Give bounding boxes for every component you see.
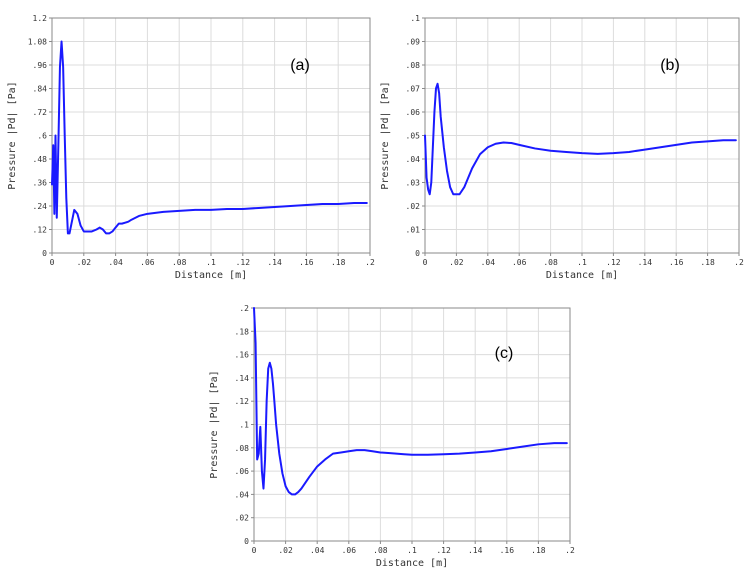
x-tick-label: .16 <box>500 546 515 555</box>
x-tick-label: .08 <box>543 258 558 267</box>
x-tick-label: 0 <box>252 546 257 555</box>
x-tick-label: .06 <box>342 546 357 555</box>
x-tick-label: 0 <box>50 258 55 267</box>
x-tick-label: .1 <box>407 546 417 555</box>
y-tick-label: 0 <box>42 249 47 258</box>
series-line <box>51 40 368 235</box>
y-tick-label: .36 <box>33 179 48 188</box>
y-tick-label: .84 <box>33 85 48 94</box>
x-axis-label: Distance [m] <box>175 270 247 281</box>
panel-label: (b) <box>660 57 680 74</box>
y-tick-label: .06 <box>235 467 250 476</box>
y-tick-label: .03 <box>406 179 421 188</box>
y-tick-label: .08 <box>406 61 421 70</box>
y-tick-label: .72 <box>33 108 48 117</box>
x-axis-label: Distance [m] <box>546 270 618 281</box>
chart-panel-a: 0 .02 .04 .06 .08 .1 .12 .14 .16 .18 .2 0 .12 .24 .36.… <box>7 14 375 281</box>
x-tick-label: .16 <box>299 258 314 267</box>
x-tick-label: .06 <box>140 258 155 267</box>
x-tick-label: .04 <box>481 258 496 267</box>
y-tick-label: .08 <box>235 444 250 453</box>
y-tick-label: .1 <box>239 421 249 430</box>
x-tick-label: .04 <box>108 258 123 267</box>
y-tick-label: .01 <box>406 226 421 235</box>
y-tick-label: .16 <box>235 351 250 360</box>
y-axis-label: Pressure |Pd| [Pa] <box>380 81 391 189</box>
x-tick-label: .02 <box>77 258 92 267</box>
x-tick-label: .12 <box>236 258 251 267</box>
y-tick-label: .1 <box>410 14 420 23</box>
x-tick-label: .14 <box>468 546 483 555</box>
y-tick-label: .07 <box>406 85 421 94</box>
y-tick-label: 0 <box>415 249 420 258</box>
x-tick-label: .16 <box>669 258 684 267</box>
panel-label: (c) <box>495 345 514 362</box>
y-tick-label: .24 <box>33 202 48 211</box>
y-tick-label: 1.2 <box>33 14 48 23</box>
x-tick-label: .12 <box>436 546 451 555</box>
x-tick-label: .1 <box>577 258 587 267</box>
x-tick-label: .18 <box>331 258 346 267</box>
x-tick-label: .06 <box>512 258 527 267</box>
x-tick-label: .02 <box>278 546 293 555</box>
x-tick-label: .2 <box>365 258 375 267</box>
chart-panel-c: 0 .02 .04 .06 .08 .1 .12 .14 .16 .18 .2 0 .02 .04 .06.… <box>209 304 575 569</box>
x-tick-label: .14 <box>267 258 282 267</box>
x-tick-label: .2 <box>565 546 575 555</box>
y-tick-label: .12 <box>235 397 250 406</box>
x-tick-label: .18 <box>700 258 715 267</box>
y-tick-label: .05 <box>406 132 421 141</box>
y-tick-label: .18 <box>235 327 250 336</box>
y-tick-label: .6 <box>37 132 47 141</box>
x-tick-label: .2 <box>734 258 744 267</box>
series-line <box>253 307 568 496</box>
y-tick-label: .02 <box>406 202 421 211</box>
y-tick-label: 0 <box>244 537 249 546</box>
x-tick-label: .08 <box>373 546 388 555</box>
x-tick-label: .1 <box>206 258 216 267</box>
x-tick-label: .14 <box>638 258 653 267</box>
chart-panel-b: 0 .02 .04 .06 .08 .1 .12 .14 .16 .18 .2 0 .01 .02 .03.… <box>380 14 744 281</box>
y-tick-label: .48 <box>33 155 48 164</box>
x-tick-label: .08 <box>172 258 187 267</box>
y-axis-label: Pressure |Pd| [Pa] <box>7 81 18 189</box>
y-tick-label: .2 <box>239 304 249 313</box>
x-tick-label: 0 <box>423 258 428 267</box>
panel-label: (a) <box>290 57 310 74</box>
x-axis-label: Distance [m] <box>376 558 448 569</box>
y-tick-label: .14 <box>235 374 250 383</box>
y-tick-label: .02 <box>235 514 250 523</box>
series-line <box>424 82 737 196</box>
y-tick-label: .12 <box>33 226 48 235</box>
y-tick-label: .09 <box>406 38 421 47</box>
y-axis-label: Pressure |Pd| [Pa] <box>209 370 220 478</box>
x-tick-label: .04 <box>310 546 325 555</box>
y-tick-label: .04 <box>406 155 421 164</box>
y-tick-label: 1.08 <box>28 38 47 47</box>
x-tick-label: .12 <box>606 258 621 267</box>
y-tick-label: .06 <box>406 108 421 117</box>
x-tick-label: .18 <box>531 546 546 555</box>
x-tick-label: .02 <box>449 258 464 267</box>
y-tick-label: .96 <box>33 61 48 70</box>
y-tick-label: .04 <box>235 490 250 499</box>
